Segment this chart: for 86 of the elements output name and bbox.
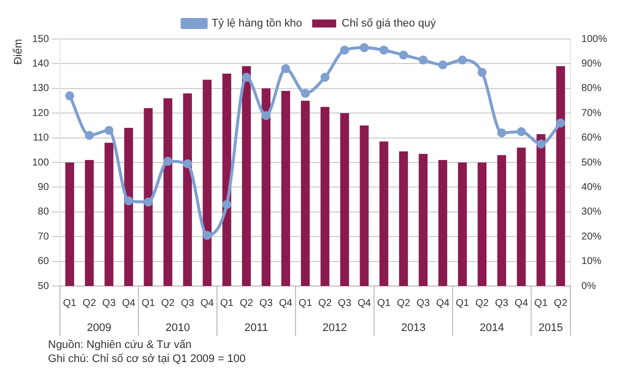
y-tick-label: 120 — [32, 108, 50, 119]
point — [399, 50, 408, 60]
x-tick-label: Q1 — [298, 298, 312, 309]
point — [222, 200, 232, 209]
x-tick-label: Q1 — [456, 298, 470, 309]
x-tick-label: Q2 — [161, 298, 175, 309]
x-tick-label: Q1 — [142, 298, 156, 309]
x-tick-label: Q2 — [240, 298, 254, 309]
y2-tick-label: 20% — [581, 231, 602, 242]
y2-tick-label: 100% — [581, 34, 608, 45]
point — [144, 198, 153, 207]
point — [536, 139, 546, 148]
y-tick-label: 130 — [32, 83, 50, 94]
x-tick-label: Q1 — [63, 298, 77, 309]
point — [320, 72, 330, 82]
y2-tick-label: 0% — [581, 280, 596, 292]
y-tick-label: 90 — [38, 182, 50, 193]
y-tick-label: 70 — [38, 231, 50, 242]
text: 2013 — [401, 322, 426, 334]
x-tick-label: Q1 — [377, 298, 391, 309]
text: Ghi chú: Chỉ số cơ sở tại Q1 2009 = 100 — [48, 352, 247, 366]
point — [163, 156, 172, 166]
point — [104, 126, 114, 135]
x-tick-label: Q2 — [554, 298, 568, 309]
x-tick-label: Q3 — [102, 298, 116, 309]
y-tick-label: 80 — [38, 206, 50, 218]
text: Nguồn: Nghiên cứu & Tư vấn — [48, 338, 193, 352]
point — [418, 55, 428, 64]
y2-tick-label: 70% — [581, 108, 602, 119]
y2-tick-label: 60% — [581, 132, 602, 144]
point — [242, 72, 251, 82]
point — [438, 60, 448, 70]
legend-label: Tỷ lệ hàng tồn kho — [212, 18, 302, 30]
text: 2012 — [322, 322, 348, 334]
point — [516, 127, 526, 136]
y2-tick-label: 10% — [581, 256, 602, 268]
x-tick-label: Q3 — [416, 298, 430, 309]
x-tick-label: Q4 — [358, 298, 372, 309]
x-tick-label: Q4 — [200, 298, 214, 309]
point — [183, 159, 192, 168]
x-tick-label: Q3 — [259, 298, 274, 309]
y2-tick-label: 90% — [581, 58, 602, 70]
x-tick-label: Q2 — [318, 298, 332, 309]
x-tick-label: Q2 — [475, 298, 490, 309]
y-tick-label: 140 — [32, 58, 50, 70]
point — [360, 43, 369, 52]
text: 2010 — [165, 322, 190, 334]
x-tick-label: Q1 — [220, 298, 234, 309]
x-tick-label: Q2 — [82, 298, 96, 309]
x-tick-label: Q4 — [279, 298, 293, 309]
y-tick-label: 50 — [38, 280, 50, 292]
x-tick-label: Q3 — [180, 298, 195, 309]
legend-label: Chỉ số giá theo quý — [342, 18, 436, 30]
y-axis-title: Điểm — [12, 39, 25, 65]
x-tick-label: Q3 — [495, 298, 509, 309]
point — [458, 55, 467, 64]
x-tick-label: Q2 — [396, 298, 411, 309]
point — [262, 111, 271, 120]
x-tick-label: Q3 — [338, 298, 352, 309]
y-tick-label: 150 — [32, 34, 50, 45]
point — [281, 64, 290, 74]
x-tick-label: Q4 — [514, 298, 528, 309]
point — [379, 46, 388, 55]
point — [340, 46, 350, 55]
point — [478, 68, 487, 77]
x-tick-label: Q4 — [436, 298, 450, 309]
point — [556, 118, 566, 128]
y-tick-label: 100 — [32, 157, 50, 168]
text: 2014 — [480, 322, 504, 334]
x-tick-label: Q4 — [122, 298, 136, 309]
y2-tick-label: 40% — [581, 182, 602, 193]
point — [65, 91, 74, 100]
y-tick-label: 110 — [32, 132, 50, 144]
point — [124, 196, 134, 206]
text: 2009 — [86, 322, 112, 334]
point — [300, 88, 310, 98]
point — [202, 230, 212, 240]
y2-tick-label: 80% — [581, 83, 602, 94]
text: 2015 — [538, 322, 564, 334]
x-tick-label: Q1 — [534, 298, 548, 309]
y2-tick-label: 50% — [581, 157, 602, 168]
text: 2011 — [244, 322, 268, 334]
y-tick-label: 60 — [38, 256, 50, 268]
point — [84, 130, 94, 140]
y2-tick-label: 30% — [581, 206, 602, 218]
point — [497, 128, 506, 138]
